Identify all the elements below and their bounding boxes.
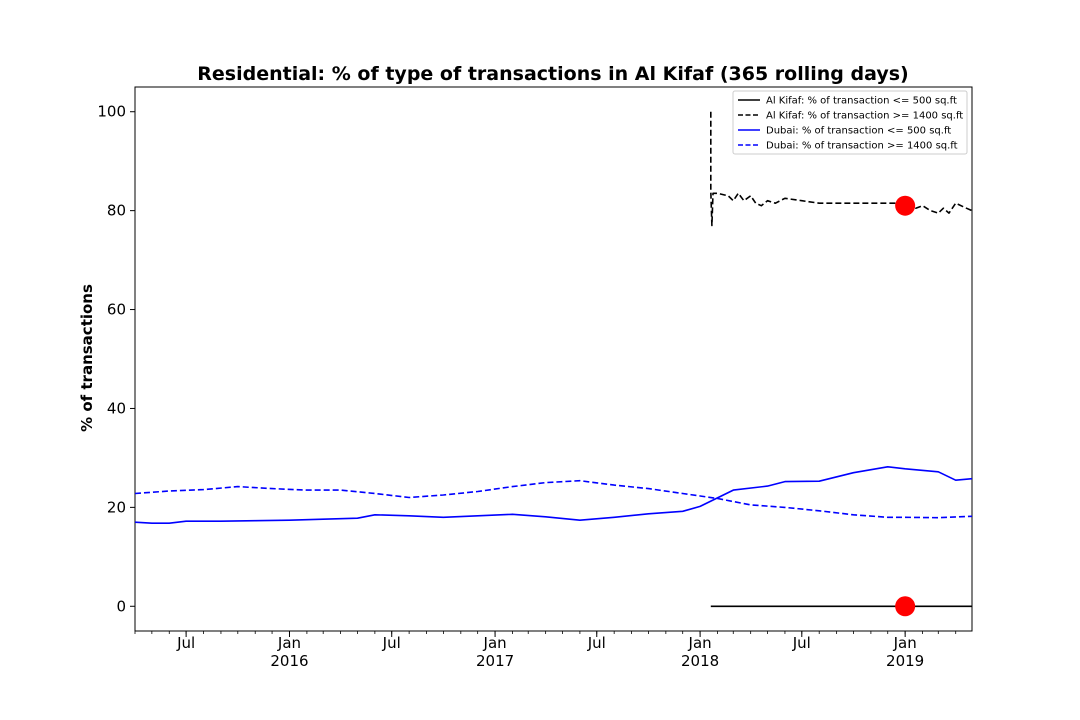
x-tick-label: Jan (277, 634, 301, 652)
marker-point-1 (895, 596, 916, 617)
plot-frame (134, 86, 973, 632)
x-tick-label: Jan (688, 634, 712, 652)
legend-entry-0: Al Kifaf: % of transaction <= 500 sq.ft (766, 96, 957, 107)
x-tick-label: Jul (382, 634, 401, 652)
x-tick-year-label: 2019 (886, 652, 924, 670)
plot-area (134, 86, 973, 632)
legend-box (732, 90, 968, 155)
x-tick-year-label: 2017 (476, 652, 514, 670)
x-tick-label: Jul (176, 634, 195, 652)
series-line-1 (709, 111, 973, 227)
x-tick-label: Jan (483, 634, 507, 652)
legend-entry-2: Dubai: % of transaction <= 500 sq.ft (766, 126, 951, 137)
legend-entry-1: Al Kifaf: % of transaction >= 1400 sq.ft (766, 111, 963, 122)
y-tick-label: 20 (107, 498, 126, 516)
series-line-3 (134, 479, 973, 519)
legend: Al Kifaf: % of transaction <= 500 sq.ft A… (732, 90, 968, 155)
chart-title: Residential: % of type of transactions i… (197, 63, 908, 85)
x-tick-label: Jan (893, 634, 917, 652)
y-tick-label: 40 (107, 399, 126, 417)
series-line-2 (134, 465, 973, 525)
x-tick-year-label: 2016 (270, 652, 308, 670)
x-tick-label: Jul (587, 634, 606, 652)
x-tick-label: Jul (792, 634, 811, 652)
y-axis-label: % of transactions (78, 284, 96, 432)
y-tick-label: 0 (116, 597, 126, 615)
x-tick-year-label: 2018 (681, 652, 719, 670)
y-axis: 0 20 40 60 80 100 (97, 103, 135, 615)
y-tick-label: 60 (107, 301, 126, 319)
marker-point-0 (895, 195, 916, 216)
y-tick-label: 100 (97, 103, 126, 121)
legend-entry-3: Dubai: % of transaction >= 1400 sq.ft (766, 141, 958, 152)
y-tick-label: 80 (107, 202, 126, 220)
